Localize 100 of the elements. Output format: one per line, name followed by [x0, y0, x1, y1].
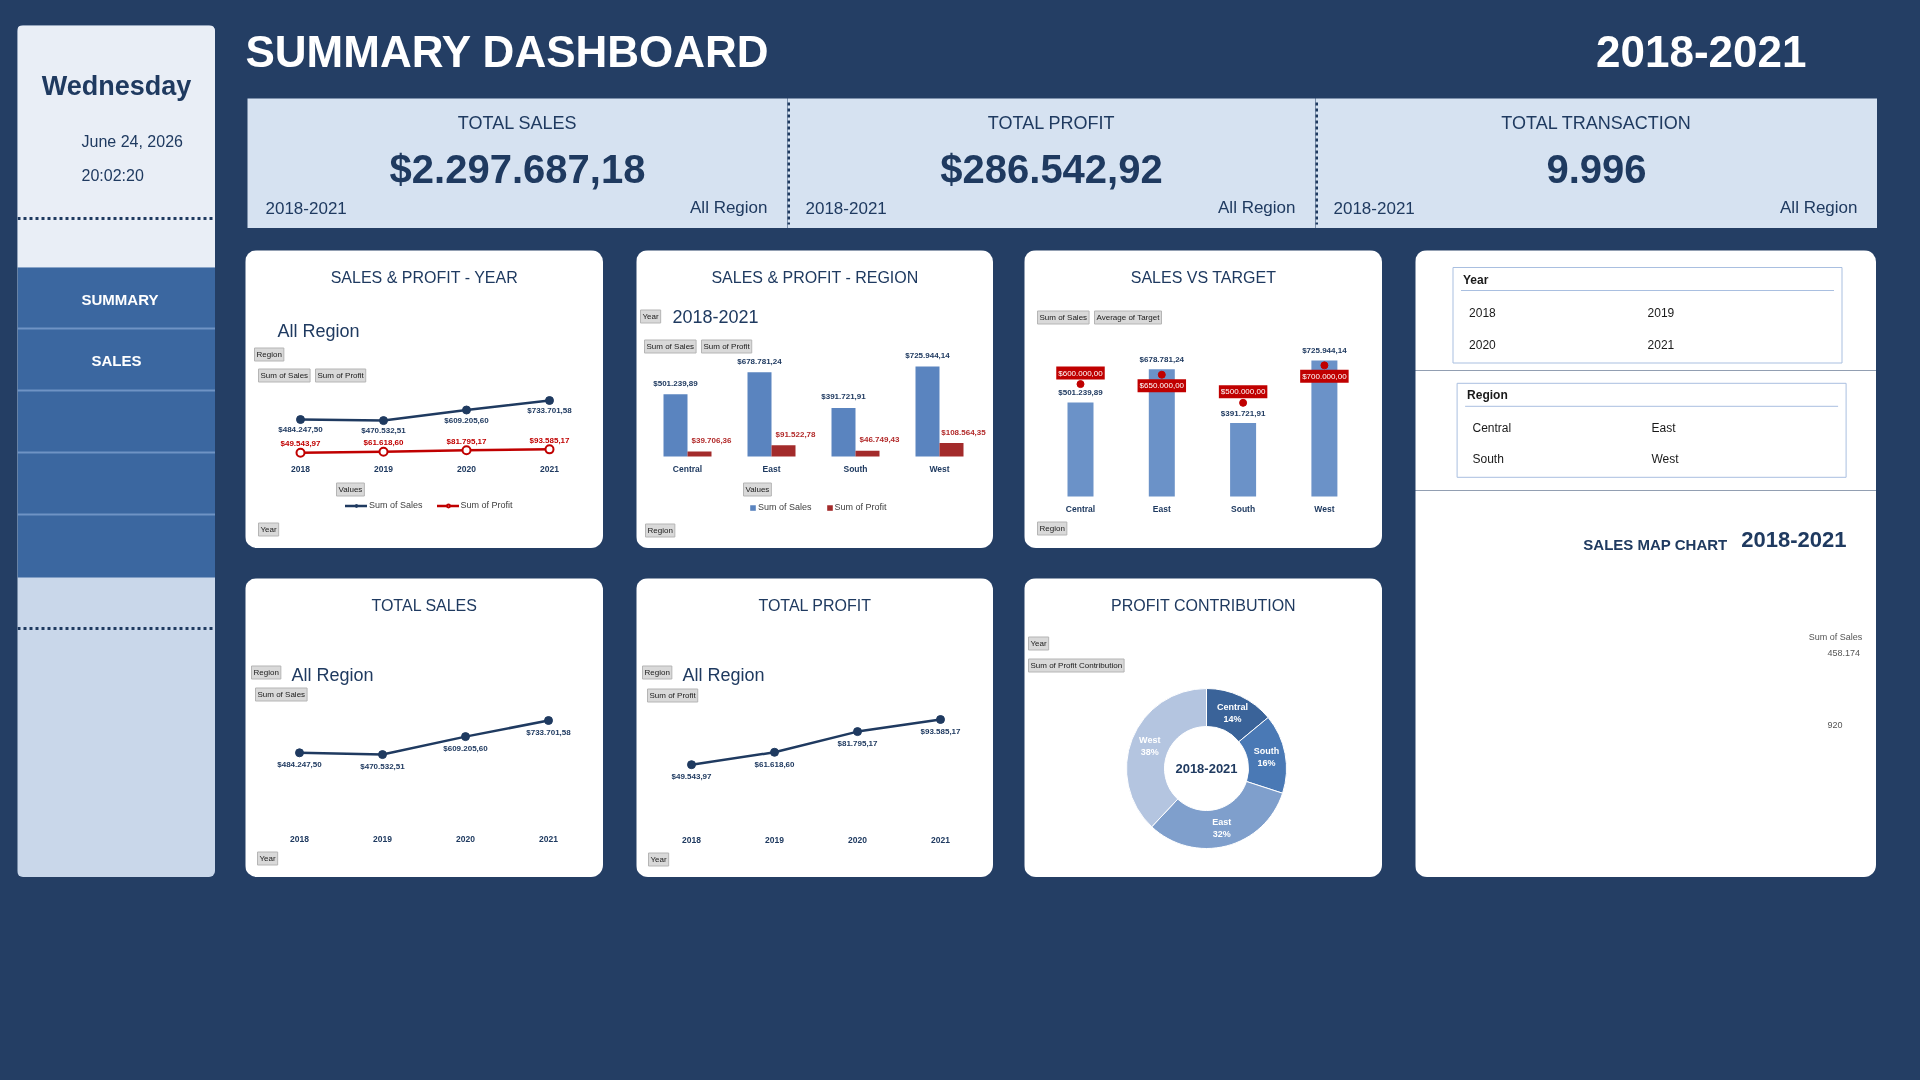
chart-title: SALES VS TARGET	[1130, 269, 1277, 286]
text: 2018-2021	[1596, 27, 1807, 76]
x-tick-label: 2018	[682, 834, 702, 845]
text: SALES	[91, 352, 142, 369]
data-label: $93.585,17	[920, 727, 962, 736]
x-tick-label: West	[929, 463, 950, 474]
data-label: $733.701,58	[527, 406, 573, 415]
text: Region	[647, 526, 673, 535]
text: Values	[338, 485, 363, 494]
point	[296, 415, 305, 425]
point	[461, 445, 472, 456]
slice-label: South	[1253, 746, 1280, 757]
data-label: 16%	[1257, 758, 1276, 769]
x-tick-label: 2020	[457, 463, 477, 474]
point	[1076, 380, 1085, 389]
data-label: $108.564,35	[941, 427, 987, 437]
text: 2018-2021	[1741, 527, 1847, 552]
data-label: $678.781,24	[737, 356, 783, 366]
category-label: 2019	[1647, 305, 1675, 320]
data-label: $91.522,78	[775, 429, 817, 439]
data-label: $49.543,97	[671, 772, 713, 782]
point	[378, 446, 389, 457]
text: Year	[1030, 639, 1047, 648]
text: Year	[259, 854, 276, 863]
chart-subtitle: All Region	[682, 664, 765, 685]
point	[1320, 361, 1329, 370]
chart-title: PROFIT CONTRIBUTION	[1111, 597, 1296, 614]
text: Year	[1463, 272, 1489, 287]
text: Sum of Profit Contribution	[1030, 661, 1123, 670]
text: Sum of Profit	[703, 342, 751, 351]
text: Sum of Sales	[257, 690, 306, 699]
x-tick-label: 2021	[540, 463, 560, 474]
x-tick-label: 2020	[456, 833, 476, 844]
x-tick-label: 2019	[373, 833, 393, 844]
text: June 24, 2026	[81, 133, 184, 150]
data-label: $501.239,89	[1058, 388, 1104, 398]
data-label: $93.585,17	[529, 435, 571, 445]
data-label: $609.205,60	[444, 415, 490, 425]
chart-title: SALES & PROFIT - REGION	[711, 269, 919, 286]
data-label: $609.205,60	[443, 744, 489, 754]
data-label: $391.721,91	[821, 392, 867, 402]
point	[687, 760, 696, 770]
data-label: $725.944,14	[905, 351, 951, 360]
point	[295, 748, 304, 758]
chart-title: TOTAL PROFIT	[758, 597, 872, 614]
data-label: $501.239,89	[653, 378, 699, 388]
text: $2.297.687,18	[389, 146, 646, 191]
data-label: $678.781,24	[1139, 354, 1185, 364]
x-tick-label: 2018	[290, 833, 310, 844]
x-tick-label: South	[843, 463, 868, 474]
point	[936, 715, 945, 724]
text: SALES MAP CHART	[1583, 536, 1728, 553]
bar	[663, 394, 688, 457]
data-label: $650.000,00	[1139, 381, 1185, 391]
text: Region	[1467, 388, 1508, 402]
bar	[831, 407, 856, 457]
text: Year	[642, 312, 659, 321]
text: Wednesday	[41, 70, 192, 101]
point	[1239, 398, 1248, 407]
x-tick-label: South	[1231, 503, 1256, 514]
text: Sum of Sales	[1039, 313, 1088, 322]
bar	[771, 445, 796, 457]
x-tick-label: East	[1152, 503, 1171, 514]
text: TOTAL TRANSACTION	[1501, 112, 1691, 133]
text: Year	[260, 525, 277, 534]
slice-label: East	[1212, 816, 1232, 827]
data-label: $470.532,51	[360, 762, 406, 772]
data-label: $484.247,50	[278, 425, 324, 435]
legend-label: Sum of Sales	[758, 502, 812, 512]
data-label: $733.701,58	[526, 728, 572, 737]
text: 920	[1827, 719, 1843, 730]
category-label: 2021	[1647, 338, 1675, 353]
point	[545, 396, 554, 405]
category-label: 2020	[1469, 338, 1497, 353]
text: Region	[1039, 524, 1065, 533]
bar	[1230, 423, 1257, 497]
legend-label: Sum of Sales	[369, 500, 423, 510]
text: Region	[644, 668, 670, 677]
x-tick-label: 2019	[374, 463, 394, 474]
text: Sum of Profit	[649, 691, 697, 700]
text: Year	[650, 855, 667, 864]
point	[770, 747, 779, 757]
point	[461, 732, 470, 742]
point	[378, 750, 387, 760]
data-label: 32%	[1212, 828, 1231, 839]
legend-label: Sum of Profit	[460, 500, 513, 510]
bar	[747, 372, 772, 457]
data-label: 14%	[1223, 714, 1242, 725]
point	[295, 447, 306, 458]
point	[544, 444, 555, 455]
text: 2018-2021	[805, 198, 887, 218]
text: 458.174	[1827, 647, 1861, 658]
data-label: $484.247,50	[277, 760, 323, 770]
legend-label: Sum of Profit	[834, 502, 887, 512]
x-tick-label: Central	[1065, 503, 1096, 514]
text: 9.996	[1546, 146, 1647, 191]
bar	[855, 450, 880, 457]
x-tick-label: 2021	[539, 833, 559, 844]
x-tick-label: Central	[672, 463, 703, 474]
text: Average of Target	[1096, 313, 1161, 322]
